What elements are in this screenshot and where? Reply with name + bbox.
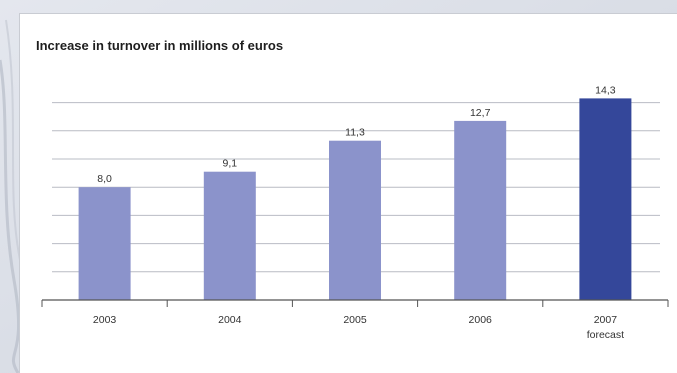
x-tick-label-2007: 2007 bbox=[594, 314, 618, 326]
chart-title: Increase in turnover in millions of euro… bbox=[36, 38, 284, 53]
value-label-2005: 11,3 bbox=[345, 127, 365, 139]
x-tick-sublabel-2007: forecast bbox=[587, 329, 624, 341]
bar-2003 bbox=[78, 187, 131, 300]
bar-2006 bbox=[454, 120, 507, 301]
value-label-2007: 14,3 bbox=[595, 84, 616, 96]
chart-card: Increase in turnover in millions of euro… bbox=[20, 14, 677, 373]
value-label-2003: 8,0 bbox=[97, 173, 112, 185]
x-tick-label-2003: 2003 bbox=[93, 314, 117, 326]
value-label-2004: 9,1 bbox=[222, 158, 237, 170]
value-label-2006: 12,7 bbox=[470, 107, 491, 119]
x-tick-label-2004: 2004 bbox=[218, 314, 242, 326]
x-tick-label-2005: 2005 bbox=[343, 314, 367, 326]
bar-chart: 8,0 9,1 11,3 12,7 14,3 2003 2004 2005 2006 2007 fo… bbox=[41, 84, 669, 341]
bar-2007 bbox=[579, 98, 632, 301]
bar-2004 bbox=[203, 171, 256, 300]
x-tick-label-2006: 2006 bbox=[469, 314, 493, 326]
bar-2005 bbox=[329, 140, 381, 300]
